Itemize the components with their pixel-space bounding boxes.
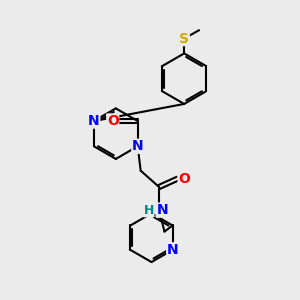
Text: N: N bbox=[156, 203, 168, 217]
Text: N: N bbox=[88, 114, 100, 128]
Text: S: S bbox=[179, 32, 189, 46]
Text: N: N bbox=[167, 243, 178, 257]
Text: O: O bbox=[107, 114, 119, 128]
Text: O: O bbox=[178, 172, 190, 186]
Text: N: N bbox=[132, 139, 143, 153]
Text: H: H bbox=[143, 204, 154, 217]
